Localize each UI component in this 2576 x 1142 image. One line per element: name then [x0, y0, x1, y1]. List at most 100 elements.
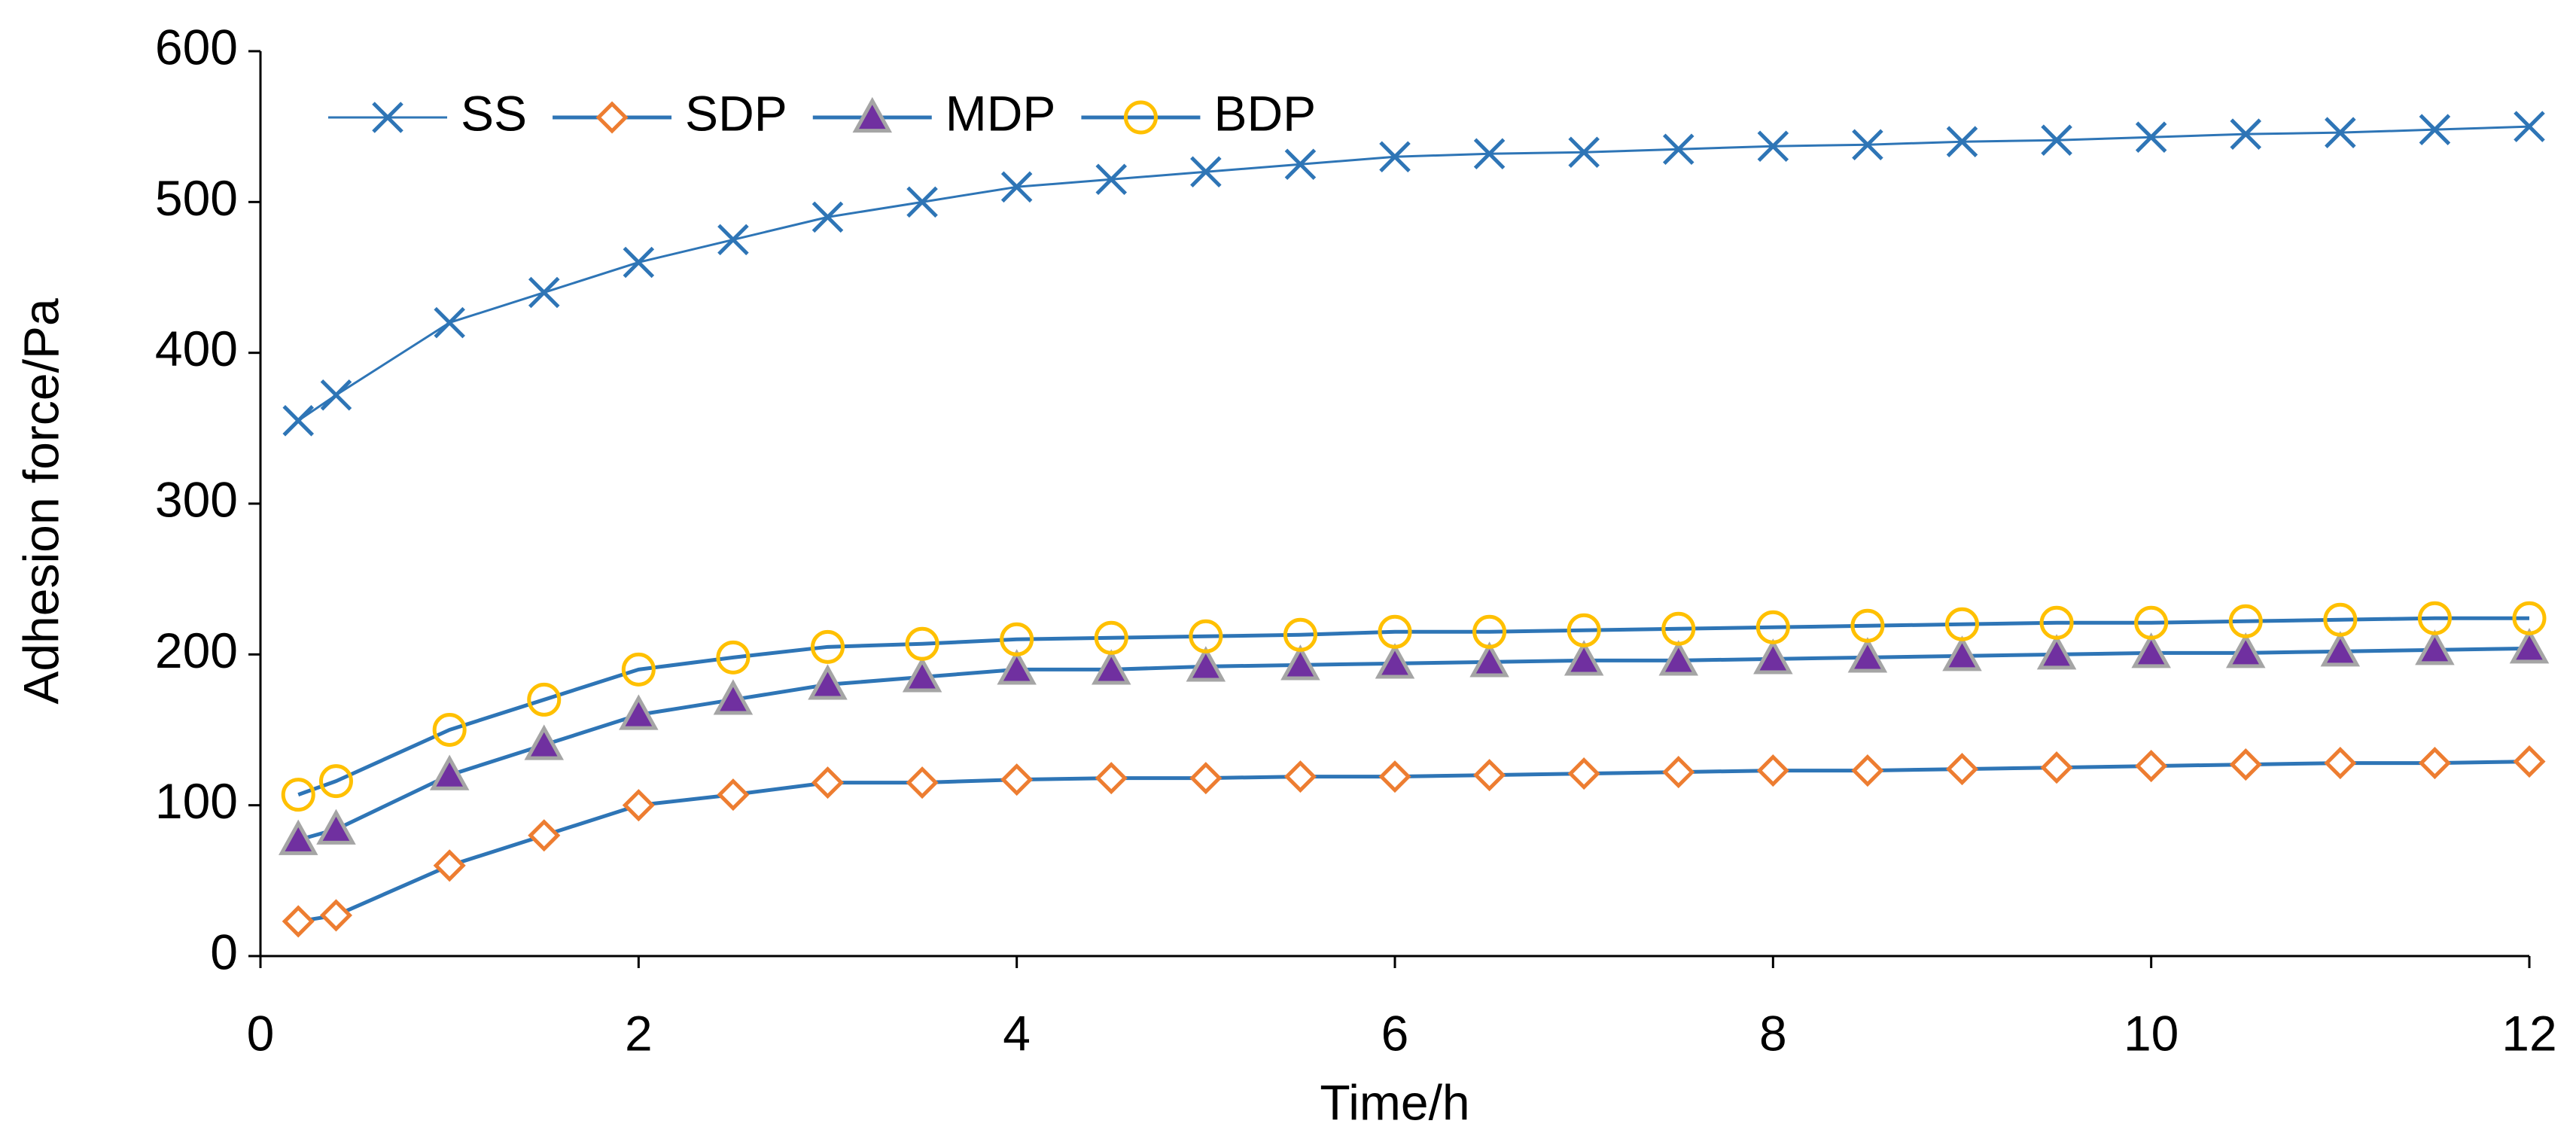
marker [1945, 607, 1979, 641]
marker [1473, 138, 1506, 169]
marker [1284, 148, 1317, 181]
marker [1378, 614, 1412, 649]
marker [808, 664, 848, 700]
marker [1850, 608, 1885, 643]
marker [318, 764, 353, 799]
marker [905, 626, 939, 661]
marker [2041, 124, 2072, 156]
marker [811, 629, 845, 664]
marker [2229, 748, 2262, 781]
marker [1942, 635, 1982, 671]
marker [1283, 617, 1317, 652]
marker [622, 789, 655, 822]
marker [1847, 637, 1888, 673]
marker [2036, 634, 2077, 670]
marker [1280, 644, 1320, 681]
y-axis-title: Adhesion force/Pa [13, 298, 69, 705]
y-tick-label: 400 [155, 321, 238, 376]
legend-marker [1123, 100, 1158, 135]
marker [2417, 601, 2452, 635]
marker [1564, 640, 1604, 676]
marker [1473, 759, 1506, 792]
marker [2040, 751, 2073, 784]
y-tick-label: 0 [210, 924, 238, 979]
marker [434, 306, 465, 339]
marker [1567, 757, 1600, 790]
marker [1092, 649, 1131, 685]
marker [527, 682, 562, 717]
marker [319, 899, 353, 932]
marker [528, 819, 561, 852]
marker [433, 849, 466, 882]
marker [1469, 641, 1509, 678]
marker [1662, 756, 1695, 789]
marker [2320, 631, 2361, 667]
marker [906, 766, 939, 799]
marker [902, 656, 942, 693]
marker [2509, 628, 2550, 664]
x-tick-label: 12 [2501, 1005, 2556, 1061]
marker [1851, 754, 1884, 787]
marker [2513, 745, 2546, 778]
marker [621, 652, 656, 687]
x-axis-title: Time/h [1320, 1074, 1469, 1130]
legend-marker [372, 102, 403, 133]
series [278, 628, 2550, 855]
y-tick-label: 300 [155, 471, 238, 527]
marker [1567, 613, 1601, 647]
legend-label: SS [461, 85, 527, 141]
marker [1095, 762, 1128, 795]
marker [2514, 111, 2545, 142]
marker [432, 713, 467, 747]
marker [906, 186, 938, 218]
x-tick-label: 6 [1381, 1005, 1409, 1061]
marker [997, 649, 1037, 685]
marker [528, 276, 560, 309]
legend-marker [852, 96, 893, 133]
marker [619, 694, 659, 730]
marker [1568, 136, 1600, 168]
marker [2324, 747, 2357, 780]
marker [1661, 611, 1696, 646]
marker [281, 778, 315, 812]
marker [1945, 753, 1979, 786]
marker [2135, 750, 2168, 783]
legend-label: SDP [685, 85, 787, 141]
marker [1753, 638, 1793, 675]
marker [429, 754, 470, 790]
x-tick-label: 10 [2124, 1005, 2179, 1061]
marker [2131, 632, 2171, 668]
legend-label: BDP [1213, 85, 1316, 141]
marker [524, 724, 564, 760]
marker [2415, 629, 2455, 665]
legend-item: BDP [1081, 85, 1316, 141]
y-tick-label: 600 [155, 19, 238, 75]
marker [623, 246, 655, 279]
marker [2418, 747, 2451, 780]
legend-item: MDP [812, 85, 1055, 141]
marker [1186, 646, 1226, 682]
marker [1852, 129, 1883, 160]
x-tick-label: 8 [1759, 1005, 1787, 1061]
legend-item: SDP [553, 85, 787, 141]
marker [1000, 171, 1033, 203]
marker [278, 819, 318, 855]
series [282, 745, 2546, 938]
marker [282, 405, 315, 437]
marker [1094, 620, 1128, 655]
marker [2325, 117, 2356, 148]
y-tick-label: 200 [155, 623, 238, 678]
x-tick-label: 0 [247, 1005, 275, 1061]
marker [1190, 156, 1222, 188]
series [282, 111, 2545, 437]
marker [2039, 605, 2074, 640]
marker [717, 778, 750, 812]
series-line [297, 616, 2529, 796]
legend-marker [595, 101, 629, 134]
marker [2135, 121, 2167, 153]
marker [2230, 118, 2262, 150]
marker [1379, 141, 1411, 173]
marker [2134, 605, 2169, 640]
